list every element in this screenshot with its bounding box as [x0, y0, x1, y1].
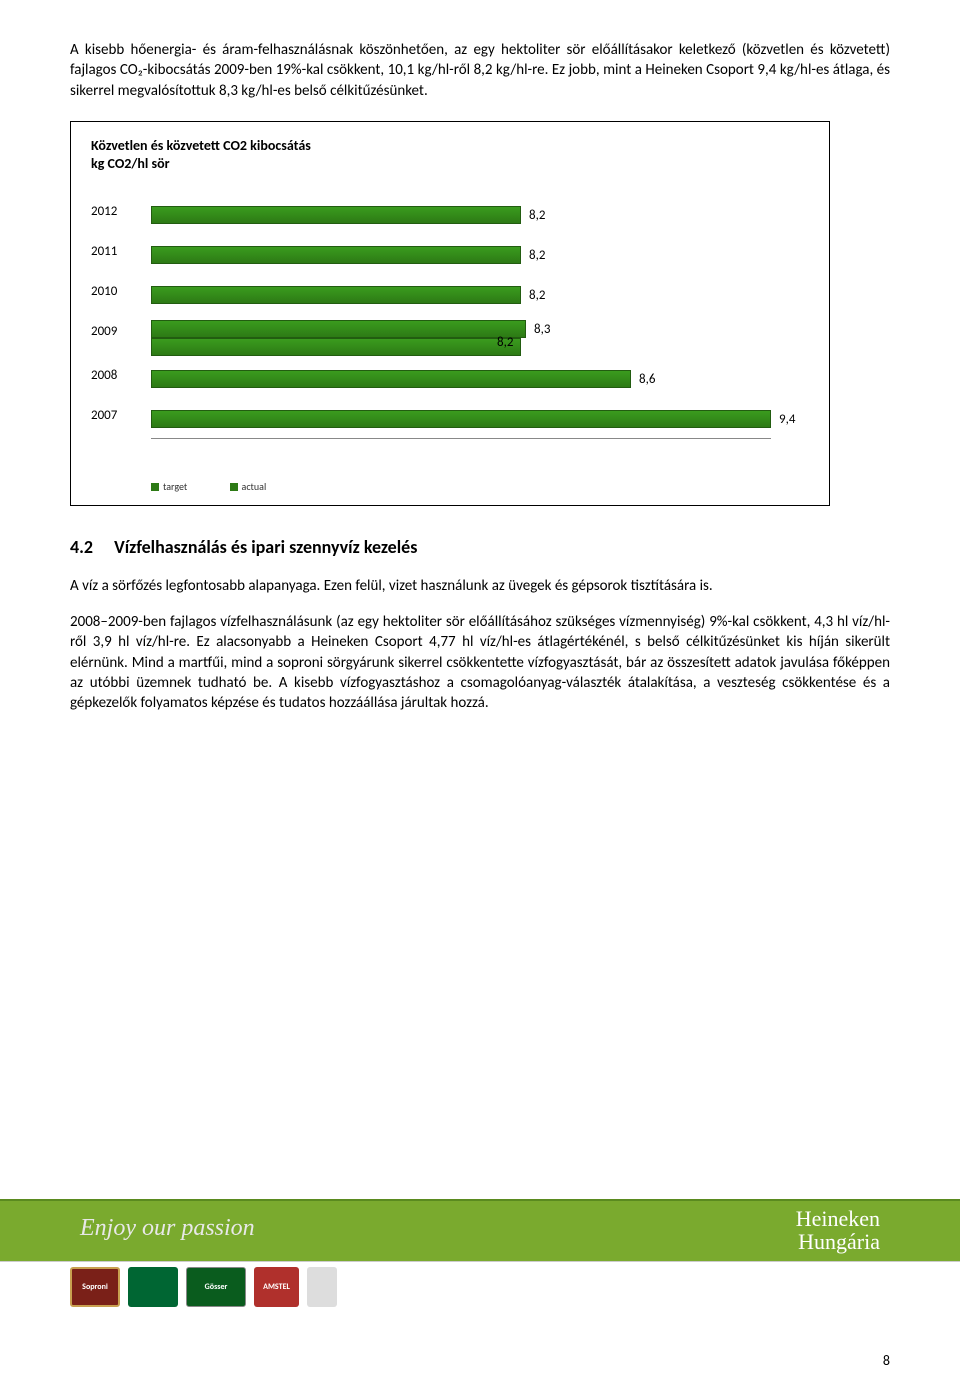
bar-row-2009a: 8,3	[151, 320, 550, 338]
chart-area: 2012 2011 2010 2009 2008 2007 8,2 8,2 8,…	[91, 198, 809, 458]
bar-2008	[151, 370, 631, 388]
footer-green-band: Enjoy our passion Heineken Hungária	[0, 1201, 960, 1261]
bar-label-2010: 8,2	[529, 288, 545, 303]
brand-hungaria: Hungária	[796, 1230, 880, 1253]
footer-slogan: Enjoy our passion	[80, 1215, 255, 1242]
ylabel-2012: 2012	[91, 204, 141, 219]
paragraph-water-intro: A víz a sörfőzés legfontosabb alapanyaga…	[70, 576, 890, 596]
bar-label-2009a: 8,3	[534, 322, 550, 337]
heading-number: 4.2	[70, 536, 110, 558]
chart-title-line2: kg CO2/hl sör	[91, 155, 170, 172]
bar-2007	[151, 410, 771, 428]
legend-target: target	[151, 480, 187, 493]
heading-text: Vízfelhasználás és ipari szennyvíz kezel…	[114, 536, 417, 558]
section-heading: 4.2 Vízfelhasználás és ipari szennyvíz k…	[70, 536, 890, 558]
bar-label-2011: 8,2	[529, 248, 545, 263]
bar-2010	[151, 286, 521, 304]
bar-row-2008: 8,6	[151, 370, 655, 388]
footer-logos: Soproni Gösser AMSTEL	[0, 1261, 960, 1311]
legend-square-icon	[230, 483, 238, 491]
logo-unknown	[307, 1267, 337, 1307]
legend-actual-label: actual	[242, 480, 267, 493]
ylabel-2010: 2010	[91, 284, 141, 299]
legend-square-icon	[151, 483, 159, 491]
bar-row-2007: 9,4	[151, 410, 795, 428]
logo-amstel: AMSTEL	[254, 1267, 299, 1307]
paragraph-intro: A kisebb hőenergia- és áram-felhasználás…	[70, 40, 890, 101]
bar-row-2010: 8,2	[151, 286, 545, 304]
bar-label-2007: 9,4	[779, 412, 795, 427]
ylabel-2008: 2008	[91, 368, 141, 383]
bar-label-2009b: 8,2	[497, 335, 513, 350]
chart-legend: target actual	[151, 480, 306, 493]
ylabel-2007: 2007	[91, 408, 141, 423]
paragraph-water-body: 2008–2009-ben fajlagos vízfelhasználásun…	[70, 612, 890, 713]
chart-title: Közvetlen és közvetett CO2 kibocsátás kg…	[91, 137, 809, 173]
bar-row-2011: 8,2	[151, 246, 545, 264]
bar-2012	[151, 206, 521, 224]
bar-label-2012: 8,2	[529, 208, 545, 223]
chart-title-line1: Közvetlen és közvetett CO2 kibocsátás	[91, 137, 311, 154]
bar-2011	[151, 246, 521, 264]
logo-heineken	[128, 1267, 178, 1307]
ylabel-2011: 2011	[91, 244, 141, 259]
bar-2009a	[151, 320, 526, 338]
bar-label-2008: 8,6	[639, 372, 655, 387]
bar-2009b	[151, 338, 521, 356]
logo-soproni: Soproni	[70, 1267, 120, 1307]
bar-row-2009b: 8,2	[151, 338, 521, 356]
bar-row-2012: 8,2	[151, 206, 545, 224]
legend-actual: actual	[230, 480, 267, 493]
axis-line	[151, 438, 771, 439]
footer-brand: Heineken Hungária	[796, 1207, 880, 1253]
legend-target-label: target	[163, 480, 187, 493]
brand-heineken: Heineken	[796, 1207, 880, 1230]
co2-chart: Közvetlen és közvetett CO2 kibocsátás kg…	[70, 121, 830, 506]
logo-gosser: Gösser	[186, 1267, 246, 1307]
page-footer: Enjoy our passion Heineken Hungária Sopr…	[0, 1199, 960, 1314]
page-number: 8	[883, 1352, 890, 1369]
ylabel-2009: 2009	[91, 324, 141, 339]
